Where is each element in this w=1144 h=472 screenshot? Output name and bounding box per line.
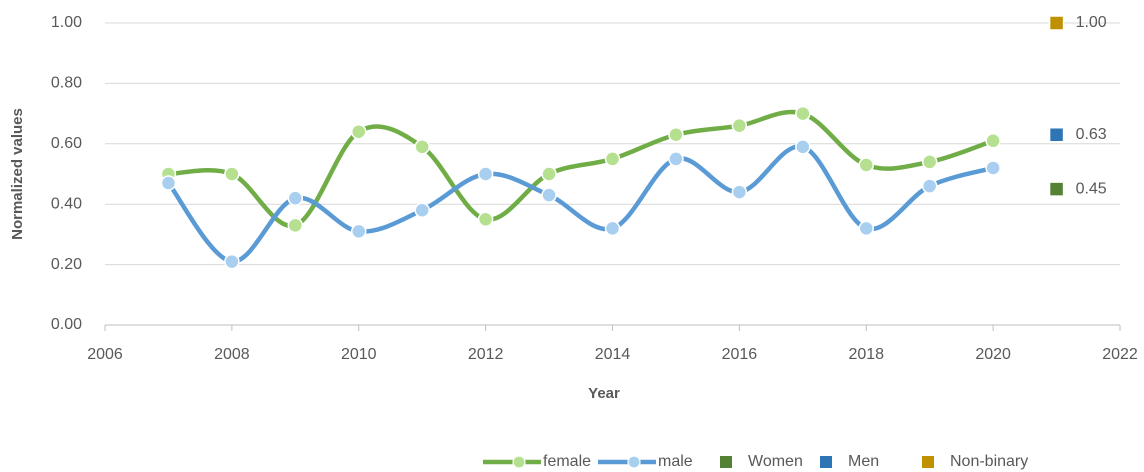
x-tick-label: 2010 <box>341 346 377 363</box>
point <box>731 184 748 200</box>
legend-swatch <box>820 456 832 468</box>
point <box>224 166 240 182</box>
legend-marker <box>512 455 526 469</box>
x-tick-label: 2014 <box>595 346 631 363</box>
point <box>795 105 811 122</box>
point <box>668 126 684 143</box>
point <box>921 178 938 194</box>
point <box>921 154 938 170</box>
point <box>985 160 1001 176</box>
x-tick-label: 2022 <box>1102 346 1138 363</box>
point <box>414 139 430 155</box>
point <box>160 175 177 191</box>
legend-swatch <box>922 456 934 468</box>
point <box>858 220 874 237</box>
legend-label: Men <box>848 453 879 470</box>
x-tick-label: 2008 <box>214 346 250 363</box>
point <box>541 166 557 182</box>
point <box>414 202 430 218</box>
y-tick-label: 0.60 <box>51 135 82 152</box>
legend-swatch <box>720 456 732 468</box>
x-axis-title: Year <box>588 385 620 402</box>
data-label: 0.63 <box>1076 126 1107 143</box>
point <box>858 157 874 173</box>
point <box>287 217 304 234</box>
x-tick-label: 2020 <box>975 346 1011 363</box>
point <box>351 223 367 240</box>
y-tick-label: 0.20 <box>51 256 82 273</box>
point <box>795 139 811 155</box>
point <box>604 220 621 237</box>
legend-marker <box>627 455 641 469</box>
x-tick-label: 2012 <box>468 346 504 363</box>
x-tick-label: 2016 <box>722 346 758 363</box>
y-axis-title: Normalized values <box>9 108 26 240</box>
x-tick-label: 2018 <box>848 346 884 363</box>
point <box>477 166 494 182</box>
legend-label: Women <box>748 453 803 470</box>
y-tick-label: 0.40 <box>51 195 82 212</box>
y-tick-label: 0.00 <box>51 316 82 333</box>
y-tick-label: 1.00 <box>51 14 82 31</box>
point <box>477 211 494 228</box>
point <box>604 151 621 167</box>
square-marker <box>1048 15 1065 31</box>
legend-label: Non-binary <box>950 453 1028 470</box>
data-label: 0.45 <box>1076 180 1107 197</box>
square-marker <box>1048 181 1065 197</box>
point <box>731 117 748 134</box>
square-marker <box>1048 126 1065 143</box>
point <box>287 190 304 206</box>
legend-label: male <box>658 453 693 470</box>
point <box>985 133 1001 149</box>
x-tick-label: 2006 <box>87 346 123 363</box>
point <box>541 187 557 203</box>
data-label: 1.00 <box>1076 14 1107 31</box>
legend-label: female <box>543 453 591 470</box>
point <box>668 151 684 167</box>
y-tick-label: 0.80 <box>51 75 82 92</box>
point <box>224 253 240 270</box>
point <box>351 123 367 140</box>
